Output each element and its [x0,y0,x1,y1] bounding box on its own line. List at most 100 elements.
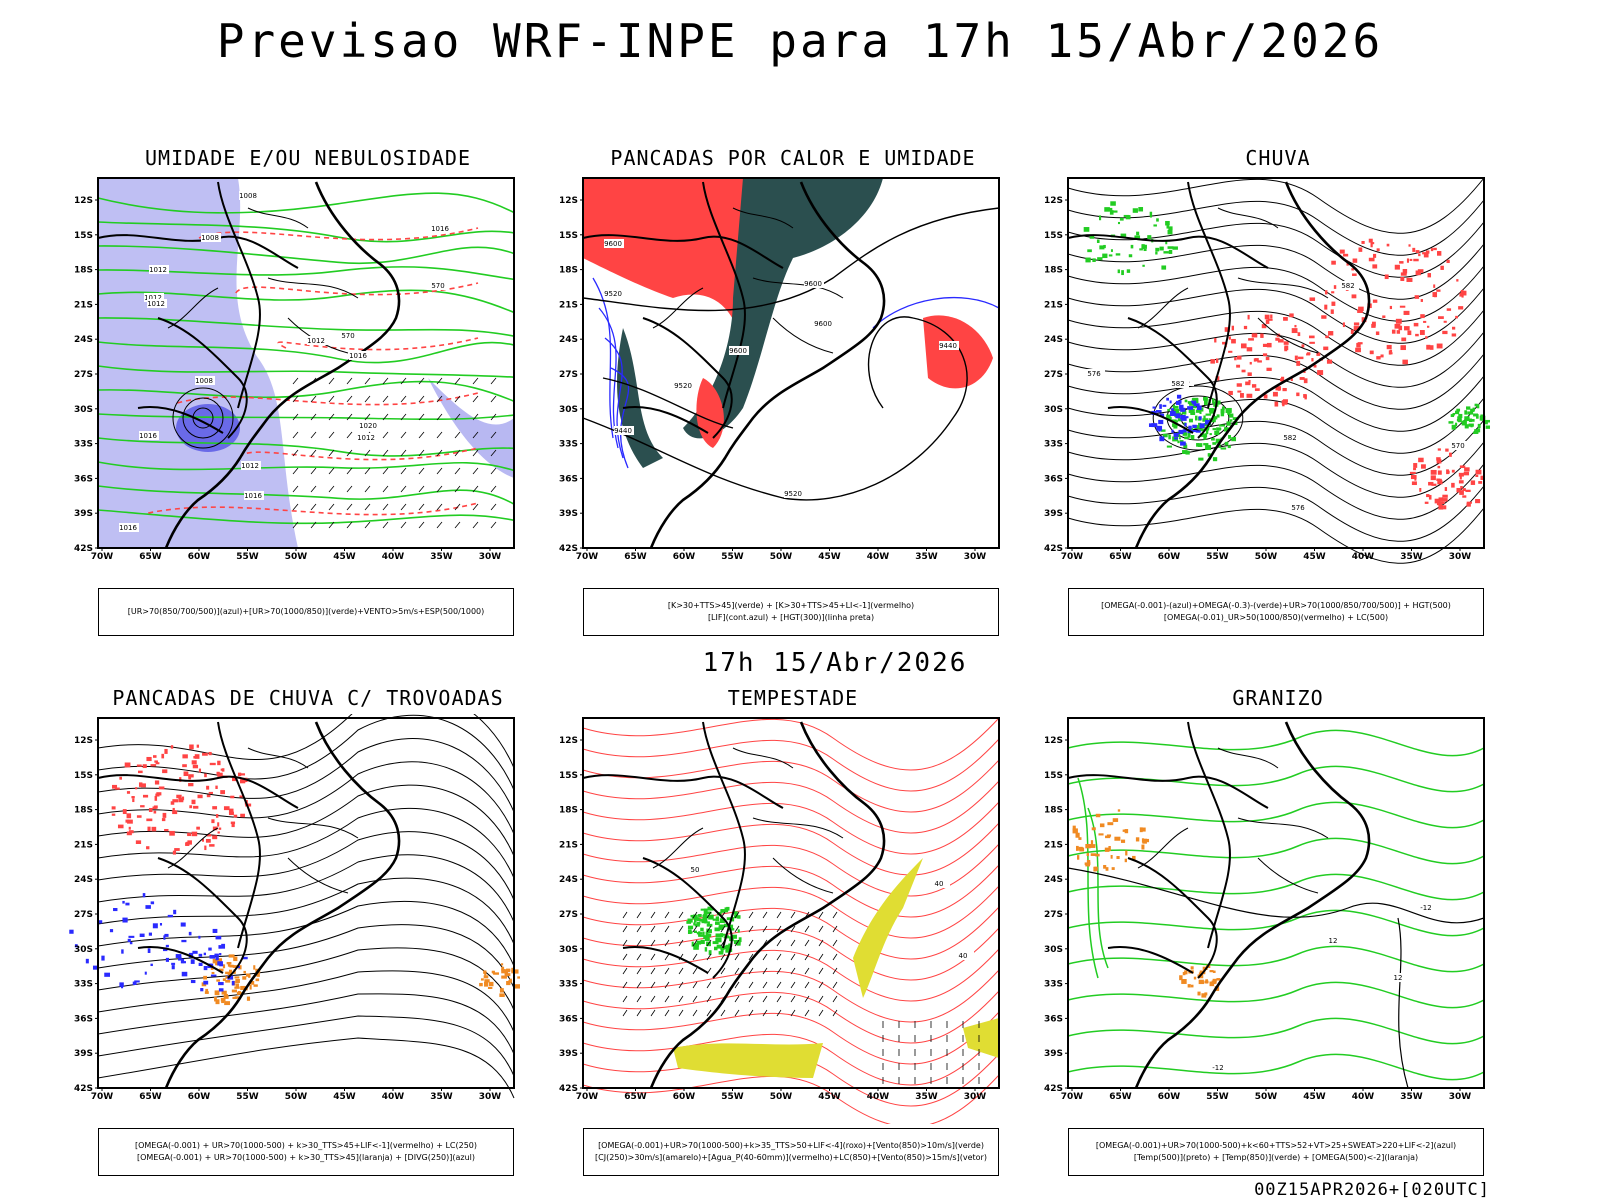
omega500-area [1087,861,1091,864]
lc250-streamline [97,854,515,923]
thunder-cell-red [146,818,153,822]
omega-ur-cell [1257,360,1262,363]
thunder-cell-red [122,809,127,815]
divg250-area [231,980,235,986]
omega-ur-cell [1270,314,1273,319]
omega-ur-cell [1228,336,1231,340]
omega-weak-cell [1176,394,1182,399]
omega500-area [1105,867,1109,871]
lif-contour [872,297,1000,329]
omega-ur-cell [1413,322,1419,327]
divg250-area [181,958,185,964]
thunder-cell-orange [234,996,240,999]
divg250-area [181,939,187,943]
omega-strong-cell [1200,407,1204,412]
thunder-cell-orange [233,956,238,962]
thunder-cell-red [135,787,138,790]
thunder-cell-red [153,810,157,814]
omega-ur-cell [1446,469,1449,475]
divg250-area [121,949,124,954]
lat-tick-label: 24S [1044,875,1063,885]
contour-label-bg [939,341,959,350]
wind-vector [292,503,299,511]
omega-ur-cell [1426,325,1430,328]
lon-tick-label: 30W [964,552,987,562]
map-pancadas-calor[interactable]: 96009520960096009600952094409440952012S1… [545,174,1005,584]
wind-vector [664,925,670,933]
thunder-cell-orange [514,969,519,974]
country-border [1187,721,1231,949]
thunder-cell-red [178,797,184,803]
lat-tick-label: 39S [74,1049,93,1059]
wind-vector [454,413,461,421]
omega-ur-cell [1298,356,1304,360]
state-border [267,817,359,839]
divg250-area [213,929,217,933]
omega-weak-cell [1187,406,1194,410]
state-border [167,827,219,869]
map-chuva[interactable]: 58258257657658257657012S15S18S21S24S27S3… [1030,174,1490,584]
omega-ur-cell [1215,358,1219,363]
omega-ur-cell [1267,318,1273,321]
map-granizo[interactable]: -12 12 12 -12 12S 15S 18S 21S 24S 27S 30S 33S 36S 39S… [1030,714,1490,1124]
omega-strong-cell [1171,420,1178,423]
wind-vector [650,995,656,1003]
wind-vector [650,925,656,933]
thunder-cell-red [153,805,158,809]
omega-ur-cell [1370,243,1373,248]
omega-ur-cell [1247,314,1250,320]
omega-ur-cell [1236,364,1241,368]
divg250-area [208,947,212,951]
divg250-area [150,963,153,967]
panel-trovoadas: PANCADAS DE CHUVA C/ TROVOADAS 12S 15S 18S… [60,686,520,1176]
omega-strong-cell [1207,453,1211,457]
lon-tick-label: 50W [770,1092,793,1102]
wind-vector [678,967,684,975]
lon-tick-label: 45W [818,552,841,562]
map-plot-area: 582582576576582576570 [1067,177,1490,564]
state-border [652,827,704,869]
omega-strong-cell [1190,435,1195,440]
omega-ur-cell [1460,290,1467,296]
state-border [247,207,309,229]
map-tempestade[interactable]: 50 40 40 12S 15S 18S 21S 24S 27S 30S 33S 36S 39S 42S7… [545,714,1005,1124]
state-border [732,747,794,769]
country-border [582,234,784,269]
wind-vector [328,467,335,475]
thunder-cell-red [240,773,246,776]
omega-weak-cell [1191,401,1197,405]
wind-vector [472,485,479,493]
omega-strong-cell [1159,246,1164,251]
wind-vector [664,967,670,975]
wind850-area [718,925,722,930]
wind-vector [472,395,479,403]
contour-label-bg [119,523,139,532]
thunder-cell-red [208,791,213,794]
omega-ur-cell [1437,465,1441,469]
thunder-cell-orange [499,988,504,993]
omega-strong-cell [1149,214,1152,218]
omega-strong-cell [1215,438,1222,444]
lon-tick-label: 60W [673,1092,696,1102]
thunder-cell-red [231,822,235,828]
omega-ur-cell [1240,343,1247,349]
wind850-area [694,923,700,927]
wind-vector [748,925,754,933]
contour-label: 40 [935,880,944,888]
wind-vector [346,377,353,385]
ur-1000-850-contour [97,413,515,421]
omega-weak-cell [1173,432,1179,437]
omega-weak-cell [1184,422,1187,427]
omega-ur-cell [1222,341,1228,345]
hgt500-contour [1067,397,1485,454]
omega-strong-cell [1089,235,1095,239]
map-umidade[interactable]: 1008100810121012101210121016101210081016… [60,174,520,584]
contour-label-bg [784,489,804,498]
omega-strong-cell [1216,414,1220,418]
omega-strong-cell [1474,429,1479,434]
wind-vector [436,395,443,403]
omega-strong-cell [1182,432,1188,436]
wind-vector [664,1009,670,1017]
wind-vector [650,1009,656,1017]
